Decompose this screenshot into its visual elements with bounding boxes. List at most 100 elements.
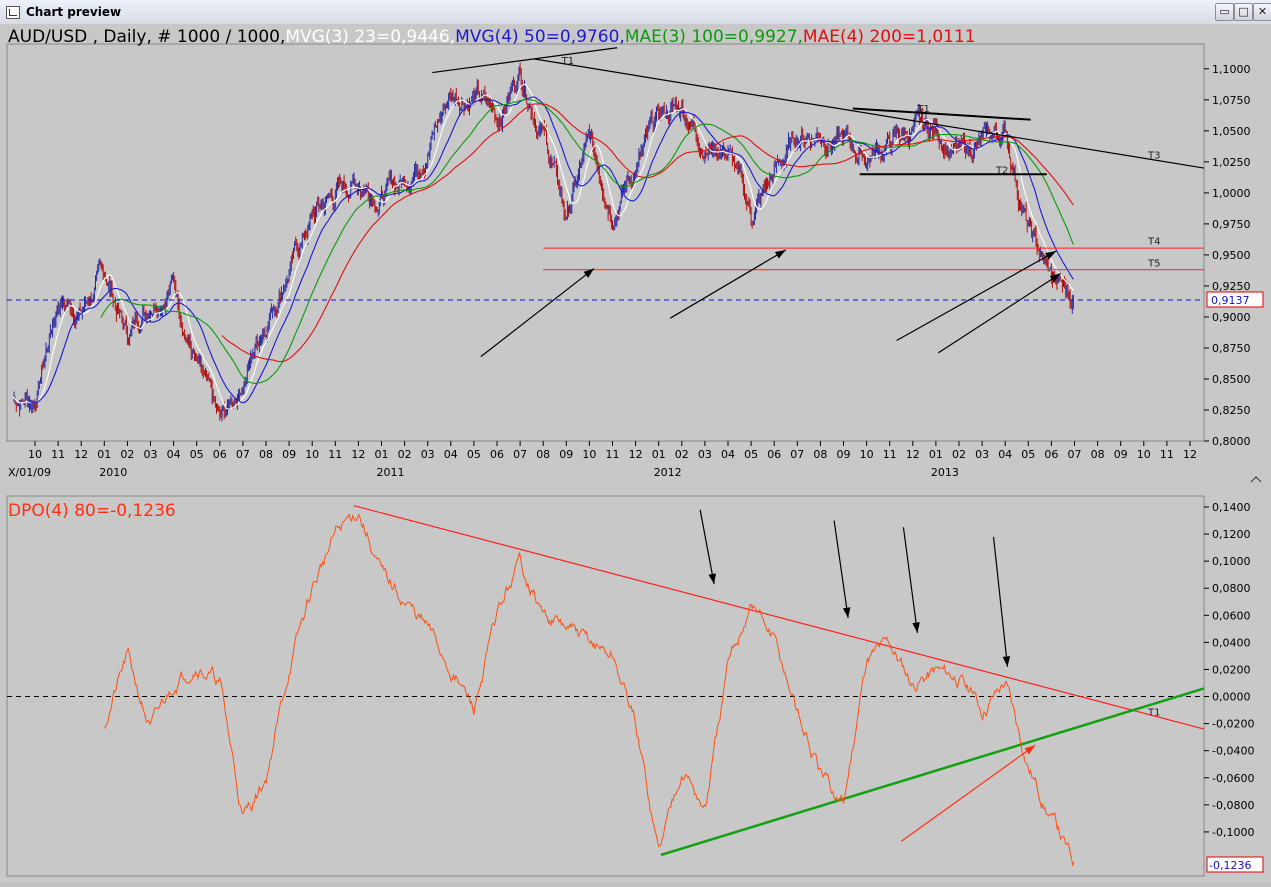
month-label: 12	[1183, 448, 1197, 461]
price-panel: T1 T1 T2 T3 T4 T5 1,1000 1,0750 1,0500 1,0250 1,0…	[0, 24, 1271, 484]
month-label: 06	[1044, 448, 1058, 461]
trend-line-t3	[533, 58, 1205, 169]
dpo-tick-label: 0,0600	[1212, 609, 1251, 622]
month-label: 11	[51, 448, 65, 461]
trend-lines: T1 T1 T2 T3 T4 T5	[7, 47, 1205, 358]
arrow-up-4-head	[1049, 273, 1061, 283]
ma-blue-line	[29, 96, 1074, 404]
maximize-button[interactable]: □	[1234, 3, 1253, 21]
dpo-series	[103, 512, 1075, 867]
trend-label: T2	[995, 166, 1008, 177]
month-label: 03	[698, 448, 712, 461]
month-label: 09	[559, 448, 573, 461]
dpo-down-arrow-4	[992, 536, 1009, 667]
month-label: 08	[813, 448, 827, 461]
panel-expand-icon[interactable]	[1250, 476, 1262, 483]
price-tick-label: 0,8250	[1212, 404, 1251, 417]
month-label: 04	[998, 448, 1012, 461]
month-label: 07	[236, 448, 250, 461]
price-tick-label: 1,0250	[1212, 156, 1251, 169]
dpo-tag-value: -0,1236	[1209, 859, 1251, 872]
price-tick-label: 0,9000	[1212, 311, 1251, 324]
month-label: 06	[213, 448, 227, 461]
month-label: 10	[28, 448, 42, 461]
dpo-downtrend-line	[353, 505, 1205, 730]
year-label: X/01/09	[8, 466, 51, 479]
dpo-uptrend-line	[660, 687, 1205, 857]
month-label: 03	[975, 448, 989, 461]
month-label: 01	[97, 448, 111, 461]
dpo-line	[103, 512, 1075, 867]
legend-ma4: MAE(4) 200=1,0111	[803, 27, 976, 47]
trend-label: T5	[1147, 259, 1160, 270]
legend-symbol: AUD/USD , Daily, # 1000 / 1000,	[8, 27, 285, 47]
month-label: 07	[790, 448, 804, 461]
dpo-down-arrow-4-head	[1002, 656, 1011, 667]
dpo-down-arrow-1-head	[708, 573, 716, 585]
price-tick-label: 0,8500	[1212, 373, 1251, 386]
resistance-line-t1	[852, 107, 1031, 121]
month-label: 08	[536, 448, 550, 461]
month-label: 09	[282, 448, 296, 461]
price-axis: 1,1000 1,0750 1,0500 1,0250 1,0000 0,9750 0,95…	[1204, 63, 1251, 448]
year-label: 2011	[377, 466, 405, 479]
month-label: 10	[582, 448, 596, 461]
month-label: 05	[467, 448, 481, 461]
arrow-up-1	[480, 268, 595, 358]
ma-green-line	[100, 99, 1074, 384]
month-label: 02	[398, 448, 412, 461]
month-label: 05	[190, 448, 204, 461]
month-label: 01	[929, 448, 943, 461]
month-label: 05	[1021, 448, 1035, 461]
month-label: 11	[606, 448, 620, 461]
dpo-tick-label: 0,1000	[1212, 555, 1251, 568]
month-label: 04	[444, 448, 458, 461]
ma-red-line	[221, 103, 1074, 363]
price-plot-area	[6, 43, 1205, 442]
price-tick-label: 0,8000	[1212, 435, 1251, 448]
year-label: 2010	[99, 466, 127, 479]
price-tick-label: 1,1000	[1212, 63, 1251, 76]
restore-button[interactable]: ▭	[1215, 3, 1234, 21]
dpo-tick-label: -0,1000	[1212, 826, 1254, 839]
dpo-down-arrow-1	[699, 509, 715, 585]
month-label: 01	[375, 448, 389, 461]
arrow-up-4	[937, 273, 1061, 354]
dpo-down-arrow-2	[833, 520, 849, 619]
dpo-tick-label: 0,0000	[1212, 691, 1251, 704]
dpo-tag: -0,1236	[1206, 856, 1264, 873]
dpo-tick-label: -0,0200	[1212, 718, 1254, 731]
month-label: 03	[421, 448, 435, 461]
trend-label: T1	[561, 56, 574, 67]
month-label: 08	[1091, 448, 1105, 461]
legend-ma3: MAE(3) 100=0,9927,	[625, 27, 803, 47]
month-label: 01	[652, 448, 666, 461]
month-label: 11	[883, 448, 897, 461]
dpo-tick-label: -0,0400	[1212, 745, 1254, 758]
month-label: 02	[952, 448, 966, 461]
month-label: 12	[351, 448, 365, 461]
month-label: 06	[490, 448, 504, 461]
window-titlebar: Chart preview ▭ □ ✕	[0, 0, 1271, 25]
month-label: 04	[167, 448, 181, 461]
price-tick-label: 0,9500	[1212, 249, 1251, 262]
dpo-tick-label: 0,0400	[1212, 636, 1251, 649]
dpo-down-arrow-3-head	[912, 622, 920, 633]
dpo-up-arrow-head	[1024, 745, 1036, 755]
dpo-tick-label: 0,0800	[1212, 582, 1251, 595]
dpo-tick-label: 0,1200	[1212, 528, 1251, 541]
arrow-up-3	[896, 250, 1057, 342]
price-chart-svg: T1 T1 T2 T3 T4 T5 1,1000 1,0750 1,0500 1,0250 1,0…	[6, 27, 1264, 483]
price-tag-value: 0,9137	[1211, 294, 1250, 307]
arrow-up-3-head	[1045, 251, 1057, 260]
arrow-up-1-head	[583, 268, 595, 278]
month-label: 12	[74, 448, 88, 461]
trend-line-top	[432, 47, 618, 74]
price-tick-label: 0,9250	[1212, 280, 1251, 293]
month-label: 09	[1114, 448, 1128, 461]
ma-white-line	[12, 83, 1074, 410]
close-button[interactable]: ✕	[1253, 3, 1271, 21]
month-label: 02	[675, 448, 689, 461]
dpo-legend: DPO(4) 80=-0,1236	[8, 501, 176, 521]
